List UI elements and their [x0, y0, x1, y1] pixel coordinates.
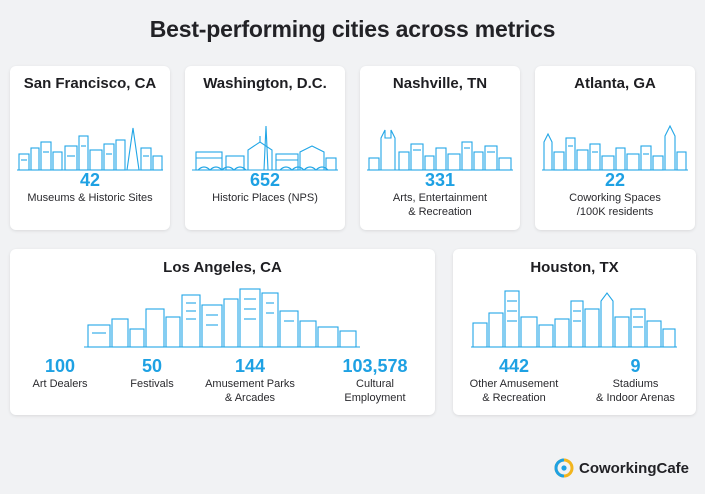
metric-festivals: 50 Festivals [102, 355, 202, 391]
city-card-houston: Houston, TX 442 Other Amusement & Recrea… [453, 249, 696, 415]
metric-value: 442 [498, 356, 530, 376]
coworkingcafe-brand[interactable]: CoworkingCafe [554, 458, 689, 478]
metric-coworking-spaces: 22 Coworking Spaces /100K residents [535, 169, 695, 219]
card-title: Washington, D.C. [203, 75, 327, 92]
metric-other-amusement: 442 Other Amusement & Recreation [453, 355, 575, 405]
card-title: Houston, TX [530, 259, 619, 276]
card-title: San Francisco, CA [23, 75, 157, 92]
metric-value: 42 [79, 170, 101, 190]
nashville-skyline-illustration [367, 129, 513, 171]
los-angeles-skyline-illustration [84, 288, 360, 348]
city-card-nashville: Nashville, TN 331 Arts, Entertainment & … [360, 66, 520, 230]
card-title: Atlanta, GA [574, 75, 656, 92]
metric-label: Museums & Historic Sites [27, 192, 153, 204]
card-title: Los Angeles, CA [163, 259, 282, 276]
houston-skyline-illustration [471, 290, 677, 348]
city-card-san-francisco: San Francisco, CA 42 Museums & Historic … [10, 66, 170, 230]
metric-label: Coworking Spaces /100K residents [569, 192, 661, 218]
metric-value: 652 [249, 170, 281, 190]
coworkingcafe-logo-icon [554, 458, 574, 478]
page-title: Best-performing cities across metrics [149, 16, 556, 42]
metric-value: 103,578 [342, 356, 408, 376]
atlanta-skyline-illustration [542, 124, 688, 171]
metric-arts-entertainment: 331 Arts, Entertainment & Recreation [360, 169, 520, 219]
metric-value: 144 [234, 356, 266, 376]
metric-label: Amusement Parks & Arcades [205, 378, 295, 404]
metric-value: 22 [604, 170, 626, 190]
washington-dc-skyline-illustration [192, 125, 338, 171]
metric-label: Festivals [130, 378, 174, 390]
metric-cultural-employment: 103,578 Cultural Employment [320, 355, 430, 405]
metric-museums: 42 Museums & Historic Sites [10, 169, 170, 205]
metric-historic-places: 652 Historic Places (NPS) [185, 169, 345, 205]
metric-label: Other Amusement & Recreation [469, 378, 559, 404]
metric-value: 50 [141, 356, 163, 376]
city-card-atlanta: Atlanta, GA 22 Coworking Spaces /100K re… [535, 66, 695, 230]
metric-value: 100 [44, 356, 76, 376]
metric-stadiums: 9 Stadiums & Indoor Arenas [575, 355, 696, 405]
metric-label: Historic Places (NPS) [212, 192, 318, 204]
metric-label: Arts, Entertainment & Recreation [392, 192, 488, 218]
metric-value: 331 [424, 170, 456, 190]
brand-name: CoworkingCafe [578, 459, 689, 477]
metric-amusement-parks: 144 Amusement Parks & Arcades [190, 355, 310, 405]
city-card-los-angeles: Los Angeles, CA 100 Art Dealers 50 Festi… [10, 249, 435, 415]
city-card-washington-dc: Washington, D.C. 652 Historic Places (NP… [185, 66, 345, 230]
card-title: Nashville, TN [392, 75, 488, 92]
metric-label: Cultural Employment [344, 378, 406, 404]
san-francisco-skyline-illustration [17, 127, 163, 171]
metric-label: Stadiums & Indoor Arenas [596, 378, 675, 404]
metric-label: Art Dealers [32, 378, 88, 390]
metric-value: 9 [630, 356, 641, 376]
metric-art-dealers: 100 Art Dealers [10, 355, 110, 391]
